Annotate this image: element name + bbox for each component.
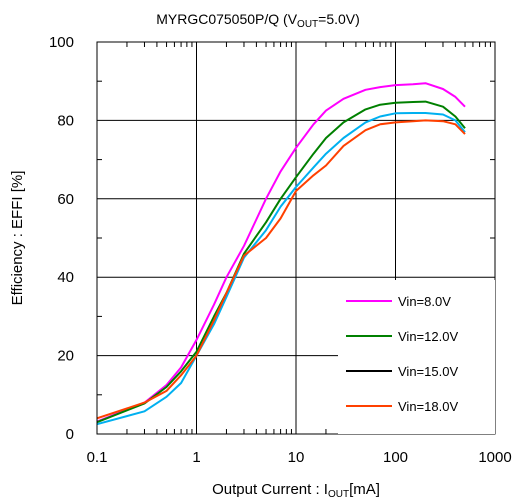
plot-frame xyxy=(96,41,496,435)
y-tick-label: 100 xyxy=(49,34,74,51)
series-layer xyxy=(96,82,466,426)
x-tick-label: 0.1 xyxy=(87,449,108,466)
x-tick-label: 100 xyxy=(383,449,408,466)
legend-label: Vin=15.0V xyxy=(398,364,458,379)
y-tick-label: 0 xyxy=(66,426,74,443)
series-line-vin-18-0v xyxy=(96,119,466,420)
series-line-vin-12-0v xyxy=(96,100,466,424)
series-line-vin-15-0v xyxy=(96,112,466,426)
x-axis-label: Output Current : IOUT[mA] xyxy=(212,481,380,500)
x-tick-labels: 0.1 1 10 100 1000 xyxy=(87,449,512,466)
legend: Vin=8.0V Vin=12.0V Vin=15.0V Vin=18.0V xyxy=(338,280,495,434)
legend-box xyxy=(338,280,495,434)
y-tick-label: 20 xyxy=(57,348,74,365)
series-line-vin-8-0v xyxy=(96,82,466,423)
x-tick-label: 10 xyxy=(288,449,305,466)
y-tick-label: 80 xyxy=(57,112,74,129)
legend-label: Vin=18.0V xyxy=(398,399,458,414)
y-tick-labels: 0 20 40 60 80 100 xyxy=(49,34,74,443)
legend-label: Vin=8.0V xyxy=(398,294,451,309)
y-axis-label: Efficiency : EFFI [%] xyxy=(9,171,26,306)
y-tick-label: 40 xyxy=(57,269,74,286)
y-tick-label: 60 xyxy=(57,191,74,208)
x-tick-label: 1 xyxy=(192,449,200,466)
legend-label: Vin=12.0V xyxy=(398,329,458,344)
x-tick-label: 1000 xyxy=(478,449,511,466)
minor-ticks xyxy=(97,42,495,434)
chart-title: MYRGC075050P/Q (VOUT=5.0V) xyxy=(156,11,360,30)
